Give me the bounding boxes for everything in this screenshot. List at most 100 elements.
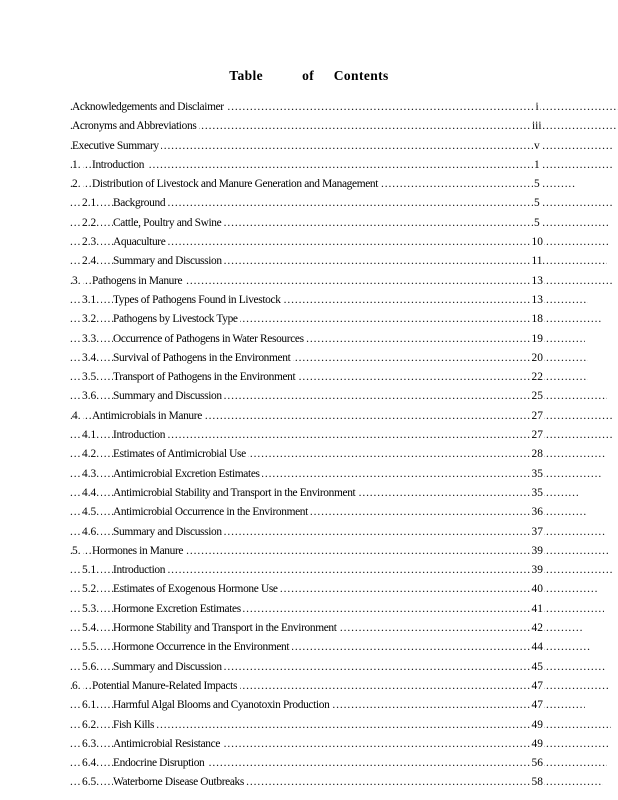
toc-entry[interactable]: ........................................… (0, 445, 618, 465)
toc-entry-label[interactable]: Antimicrobial Excretion Estimates (113, 464, 263, 484)
toc-entry[interactable]: ........................................… (0, 348, 618, 369)
toc-entry-label[interactable]: Fish Kills (113, 715, 157, 735)
toc-entry[interactable]: ........................................… (0, 715, 618, 735)
toc-entry-label[interactable]: Estimates of Antimicrobial Use (113, 445, 249, 465)
toc-entry[interactable]: ........................................… (0, 175, 618, 195)
toc-entry[interactable]: ........................................… (0, 252, 618, 272)
toc-entry[interactable]: ........................................… (0, 599, 618, 620)
toc-entry[interactable]: ........................................… (0, 406, 618, 427)
toc-entry[interactable]: ........................................… (0, 233, 618, 253)
toc-entry[interactable]: ........................................… (0, 561, 618, 581)
toc-entry-number: 6.3. (82, 734, 102, 755)
toc-entry[interactable]: ........................................… (0, 155, 618, 176)
toc-entry-number: 5.3. (82, 599, 102, 620)
toc-entry[interactable]: ........................................… (0, 194, 618, 214)
toc-entry-label[interactable]: Estimates of Exogenous Hormone Use (113, 580, 281, 600)
toc-entry-label[interactable]: Introduction (92, 155, 147, 176)
toc-entry-number: 5.4. (82, 619, 102, 639)
toc-entry-number: 2.1. (82, 194, 102, 214)
toc-entry[interactable]: ........................................… (0, 696, 618, 716)
toc-entry[interactable]: ........................................… (0, 503, 618, 523)
toc-entry-number: 3.2. (82, 310, 102, 330)
toc-entry[interactable]: ........................................… (0, 657, 618, 677)
toc-entry-number: 1. (72, 155, 83, 176)
toc-entry-label[interactable]: Waterborne Disease Outbreaks (113, 773, 247, 793)
toc-entry-number: 3.4. (82, 348, 102, 369)
toc-entry[interactable]: ........................................… (0, 98, 618, 118)
toc-entry-number: 4.2. (82, 445, 102, 465)
toc-entry-label[interactable]: Antimicrobial Stability and Transport in… (113, 483, 358, 504)
toc-entry[interactable]: ........................................… (0, 290, 618, 311)
toc-entry-page-number: 49 (530, 734, 544, 755)
toc-entry-page-number: 37 (530, 522, 544, 542)
toc-entry[interactable]: ........................................… (0, 368, 618, 388)
toc-entry-page-number: 28 (530, 445, 544, 465)
toc-entry-label[interactable]: Summary and Discussion (113, 252, 225, 272)
page-title: Table of Contents (229, 68, 389, 83)
toc-entry-page-number: 1 (533, 155, 541, 176)
toc-entry[interactable]: ........................................… (0, 638, 618, 658)
toc-entry-label[interactable]: Introduction (113, 426, 168, 446)
toc-entry-page-number: 18 (530, 310, 544, 330)
toc-entry-page-number: 56 (530, 754, 544, 774)
toc-entry[interactable]: ........................................… (0, 541, 618, 562)
toc-entry-label[interactable]: Cattle, Poultry and Swine (113, 213, 224, 234)
toc-entry-label[interactable]: Acknowledgements and Disclaimer (72, 98, 227, 118)
toc-entry[interactable]: ........................................… (0, 580, 618, 600)
toc-entry-number: 4.1. (82, 426, 102, 446)
toc-entry[interactable]: ........................................… (0, 754, 618, 774)
toc-entry-page-number: 10 (530, 233, 544, 253)
toc-entry-label[interactable]: Survival of Pathogens in the Environment (113, 348, 293, 369)
toc-entry-page-number: 20 (530, 348, 544, 369)
toc-entry-label[interactable]: Summary and Discussion (113, 657, 225, 677)
dot-leader: ........................................… (70, 544, 610, 557)
toc-entry-label[interactable]: Acronyms and Abbreviations (72, 117, 199, 137)
toc-entry[interactable]: ........................................… (0, 387, 618, 407)
toc-entry-label[interactable]: Summary and Discussion (113, 522, 225, 542)
toc-entry[interactable]: ........................................… (0, 136, 618, 156)
toc-entry-label[interactable]: Types of Pathogens Found in Livestock (113, 290, 284, 311)
toc-entry[interactable]: ........................................… (0, 213, 618, 234)
toc-entry-label[interactable]: Aquaculture (113, 233, 168, 253)
toc-entry-label[interactable]: Pathogens in Manure (92, 271, 185, 291)
toc-entry-number: 6.5. (82, 773, 102, 793)
toc-entry-number: 4.3. (82, 464, 102, 484)
toc-entry[interactable]: ........................................… (0, 271, 618, 291)
toc-entry-label[interactable]: Summary and Discussion (113, 387, 225, 407)
toc-entry[interactable]: ........................................… (0, 522, 618, 542)
toc-entry-label[interactable]: Executive Summary (72, 136, 162, 156)
toc-entry-number: 5. (72, 541, 83, 562)
toc-entry[interactable]: ........................................… (0, 117, 618, 137)
toc-entry-label[interactable]: Pathogens by Livestock Type (113, 310, 241, 330)
toc-entry-number: 2.4. (82, 252, 102, 272)
toc-entry[interactable]: ........................................… (0, 310, 618, 330)
toc-entry-label[interactable]: Hormone Stability and Transport in the E… (113, 619, 340, 639)
toc-entry[interactable]: ........................................… (0, 464, 618, 484)
dot-leader: ........................................… (70, 718, 611, 731)
toc-entry-label[interactable]: Hormones in Manure (92, 541, 186, 562)
toc-entry[interactable]: ........................................… (0, 426, 618, 446)
toc-entry-label[interactable]: Antimicrobial Resistance (113, 734, 223, 755)
dot-leader: ........................................… (70, 139, 614, 152)
toc-entry[interactable]: ........................................… (0, 734, 618, 755)
toc-entry-label[interactable]: Antimicrobials in Manure (92, 406, 205, 427)
toc-entry-label[interactable]: Antimicrobial Occurrence in the Environm… (113, 503, 311, 523)
toc-entry[interactable]: ........................................… (0, 483, 618, 504)
toc-entry-number: 3.5. (82, 368, 102, 388)
toc-entry-label[interactable]: Background (113, 194, 168, 214)
toc-entry[interactable]: ........................................… (0, 676, 618, 697)
toc-entry[interactable]: ........................................… (0, 619, 618, 639)
toc-entry-label[interactable]: Hormone Excretion Estimates (113, 599, 244, 620)
toc-entry-label[interactable]: Harmful Algal Blooms and Cyanotoxin Prod… (113, 696, 332, 716)
toc-entry-label[interactable]: Potential Manure-Related Impacts (92, 676, 240, 697)
toc-entry-page-number: 5 (533, 213, 541, 234)
toc-entry-label[interactable]: Endocrine Disruption (113, 754, 207, 774)
toc-entry-page-number: 36 (530, 503, 544, 523)
toc-entry-label[interactable]: Hormone Occurrence in the Environment (113, 638, 292, 658)
toc-entry-label[interactable]: Distribution of Livestock and Manure Gen… (92, 175, 381, 195)
toc-entry-label[interactable]: Occurrence of Pathogens in Water Resourc… (113, 329, 307, 349)
toc-entry[interactable]: ........................................… (0, 773, 618, 793)
toc-entry[interactable]: ........................................… (0, 329, 618, 349)
toc-entry-label[interactable]: Transport of Pathogens in the Environmen… (113, 368, 298, 388)
toc-entry-label[interactable]: Introduction (113, 561, 168, 581)
